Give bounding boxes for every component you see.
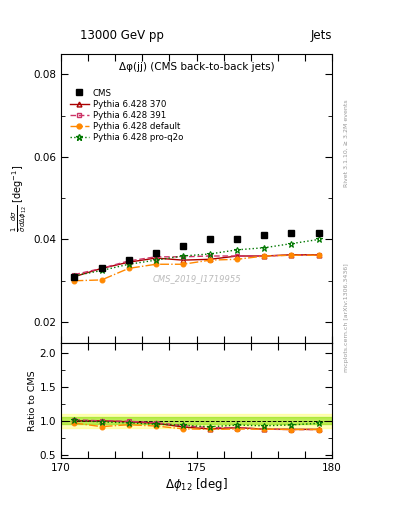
Text: mcplots.cern.ch [arXiv:1306.3436]: mcplots.cern.ch [arXiv:1306.3436] — [344, 263, 349, 372]
Text: CMS_2019_I1719955: CMS_2019_I1719955 — [152, 274, 241, 284]
X-axis label: $\Delta\phi_{12}$ [deg]: $\Delta\phi_{12}$ [deg] — [165, 476, 228, 493]
Y-axis label: Ratio to CMS: Ratio to CMS — [28, 370, 37, 431]
Y-axis label: $\frac{1}{\bar{\sigma}}\frac{d\sigma}{d\Delta\phi_{12}}$ [deg$^{-1}$]: $\frac{1}{\bar{\sigma}}\frac{d\sigma}{d\… — [9, 164, 29, 232]
Text: Rivet 3.1.10, ≥ 3.2M events: Rivet 3.1.10, ≥ 3.2M events — [344, 99, 349, 187]
Text: Δφ(jj) (CMS back-to-back jets): Δφ(jj) (CMS back-to-back jets) — [119, 62, 274, 72]
Text: 13000 GeV pp: 13000 GeV pp — [80, 29, 164, 42]
Bar — [61, 414, 332, 428]
Bar — [61, 417, 332, 424]
Legend: CMS, Pythia 6.428 370, Pythia 6.428 391, Pythia 6.428 default, Pythia 6.428 pro-: CMS, Pythia 6.428 370, Pythia 6.428 391,… — [68, 87, 185, 144]
Text: Jets: Jets — [310, 29, 332, 42]
